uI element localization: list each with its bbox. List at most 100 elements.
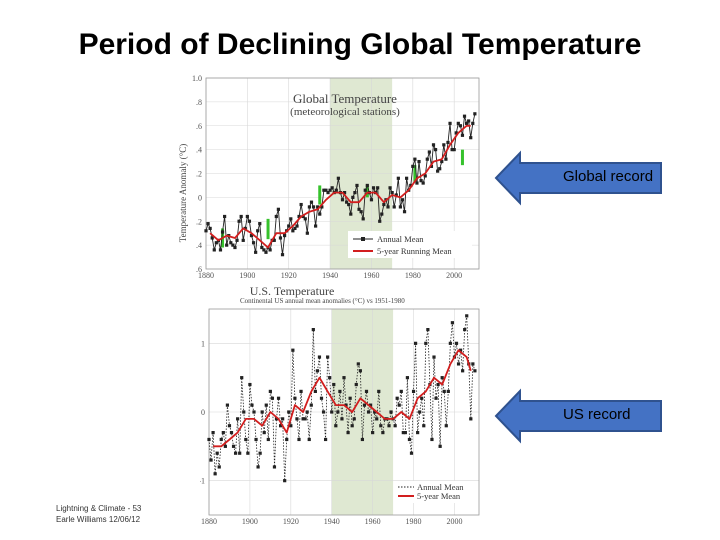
annual-mean-point xyxy=(233,451,238,455)
annual-mean-point xyxy=(338,389,342,393)
annual-mean-point xyxy=(397,403,401,407)
annual-mean-point xyxy=(291,229,295,233)
annual-mean-point xyxy=(387,424,391,428)
annual-mean-point xyxy=(319,396,324,400)
annual-mean-point xyxy=(242,410,246,414)
annual-mean-point xyxy=(418,410,422,414)
annual-mean-point xyxy=(323,437,328,442)
annual-mean-point xyxy=(436,382,440,387)
plot-frame xyxy=(205,77,480,270)
annual-mean-point xyxy=(394,193,398,197)
annual-mean-point xyxy=(238,451,242,455)
slide-title: Period of Declining Global Temperature xyxy=(78,28,642,61)
annual-mean-point xyxy=(299,202,303,207)
annual-mean-point xyxy=(237,219,241,223)
annual-mean-point xyxy=(314,224,318,228)
annual-mean-point xyxy=(461,369,465,373)
y-tick-label: .4 xyxy=(196,146,202,155)
annual-mean-point xyxy=(274,417,279,421)
annual-mean-point xyxy=(389,410,393,414)
annual-mean-point xyxy=(258,222,262,226)
annual-mean-point xyxy=(303,417,307,421)
annual-mean-point xyxy=(328,376,332,380)
annual-mean-point xyxy=(448,121,452,125)
y-tick-label: .6 xyxy=(196,265,202,274)
annual-mean-point xyxy=(471,362,475,366)
x-tick-label: 1960 xyxy=(363,271,379,280)
annual-mean-point xyxy=(220,230,225,234)
annual-mean-point xyxy=(440,159,444,164)
annual-mean-point xyxy=(346,431,350,435)
annual-mean-point xyxy=(250,403,254,407)
annual-mean-point xyxy=(379,424,383,428)
annual-mean-point xyxy=(223,444,227,448)
x-tick-label: 2000 xyxy=(446,271,462,280)
annual-mean-point xyxy=(287,410,291,414)
annual-mean-point xyxy=(409,183,413,188)
global-legend-annual: Annual Mean xyxy=(377,234,424,244)
annual-mean-point xyxy=(324,188,328,192)
annual-mean-point xyxy=(413,341,418,345)
us-record-label: US record xyxy=(563,406,631,423)
x-tick-label: 1880 xyxy=(198,271,214,280)
annual-mean-point xyxy=(471,121,475,125)
y-tick-label: -1 xyxy=(200,477,205,486)
annual-mean-point xyxy=(313,389,317,393)
x-tick-label: 1920 xyxy=(281,271,297,280)
annual-mean-point xyxy=(289,424,293,428)
annual-mean-point xyxy=(448,341,452,345)
x-tick-label: 1900 xyxy=(239,271,255,280)
annual-mean-point xyxy=(359,210,363,214)
x-tick-label: 1920 xyxy=(283,517,299,526)
annual-mean-point xyxy=(369,198,374,202)
annual-mean-point xyxy=(368,403,373,407)
us-chart-title: U.S. Temperature xyxy=(250,284,335,298)
annual-mean-point xyxy=(260,410,264,414)
annual-mean-point xyxy=(217,465,221,469)
annual-mean-point xyxy=(254,437,258,442)
footer-line-2: Earle Williams 12/06/12 xyxy=(56,515,141,524)
annual-mean-point xyxy=(293,226,297,231)
annual-mean-point xyxy=(262,431,266,435)
annual-mean-point xyxy=(289,217,293,221)
annual-mean-point xyxy=(444,157,448,161)
annual-mean-point xyxy=(465,314,469,318)
annual-mean-point xyxy=(350,424,354,428)
annual-mean-point xyxy=(442,143,446,147)
annual-mean-point xyxy=(430,437,434,442)
annual-mean-point xyxy=(328,188,332,192)
y-tick-label: 1.0 xyxy=(192,74,202,83)
annual-mean-point xyxy=(345,200,349,204)
annual-mean-point xyxy=(342,191,347,195)
annual-mean-point xyxy=(243,226,247,231)
annual-mean-point xyxy=(231,444,236,448)
annual-mean-point xyxy=(434,396,438,400)
annual-mean-point xyxy=(208,226,212,231)
annual-mean-point xyxy=(309,200,314,204)
annual-mean-point xyxy=(236,417,240,421)
annual-mean-point xyxy=(347,202,351,207)
annual-mean-point xyxy=(348,396,352,400)
annual-mean-point xyxy=(295,417,299,421)
annual-mean-point xyxy=(256,229,260,233)
annual-mean-point xyxy=(415,181,419,185)
annual-mean-point xyxy=(456,121,460,125)
annual-mean-point xyxy=(454,341,459,345)
annual-mean-point xyxy=(283,479,287,483)
x-tick-label: 1980 xyxy=(405,271,421,280)
annual-mean-point xyxy=(444,424,448,428)
annual-mean-point xyxy=(456,362,461,366)
annual-mean-point xyxy=(330,410,334,414)
annual-mean-point xyxy=(285,437,289,442)
us-legend-annual: Annual Mean xyxy=(417,482,464,492)
annual-mean-point xyxy=(221,431,225,435)
y-tick-label: .6 xyxy=(196,122,202,131)
annual-mean-point xyxy=(422,424,426,428)
annual-mean-point xyxy=(377,389,381,393)
annual-mean-point xyxy=(464,121,469,125)
global-legend-running: 5-year Running Mean xyxy=(377,246,452,256)
annual-mean-point xyxy=(239,214,243,219)
annual-mean-point xyxy=(392,205,396,209)
annual-mean-point xyxy=(413,157,417,161)
x-tick-label: 1900 xyxy=(242,517,258,526)
